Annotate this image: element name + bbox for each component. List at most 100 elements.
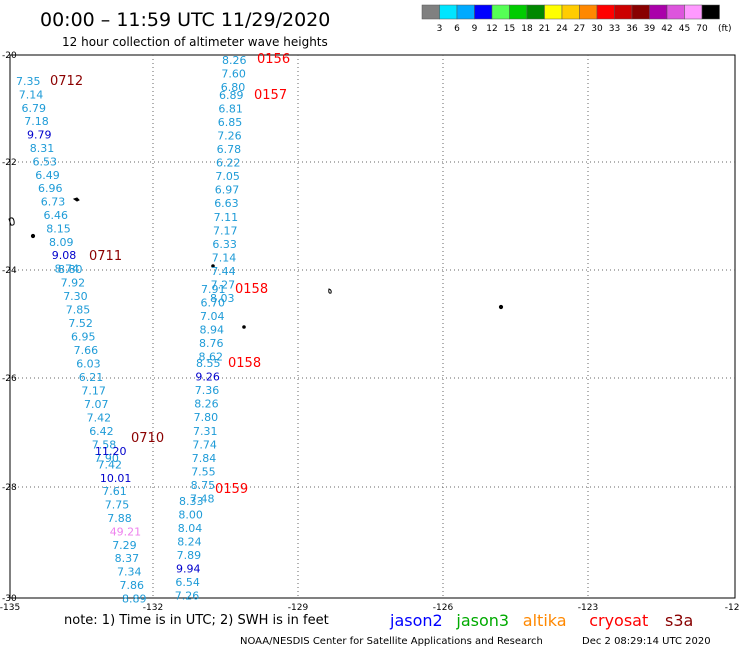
generated-timestamp: Dec 2 08:29:14 UTC 2020 xyxy=(582,636,711,647)
lat-label: -24 xyxy=(2,266,17,276)
wave-height-value: 6.42 xyxy=(89,425,114,438)
wave-height-value: 7.31 xyxy=(193,425,218,438)
wave-height-value: 7.92 xyxy=(61,277,86,290)
track-0710: 11.207.4210.017.617.757.8849.217.298.377… xyxy=(95,431,164,605)
wave-height-value: 6.49 xyxy=(35,169,60,182)
satellite-s3a: s3a xyxy=(665,611,693,630)
wave-height-value: 8.74 xyxy=(55,263,80,276)
wave-height-value: 7.90 xyxy=(94,452,119,465)
wave-height-value: 7.88 xyxy=(107,512,132,525)
legend-swatch xyxy=(614,4,633,20)
track-0159: 8.338.008.048.247.899.946.547.26 0159 xyxy=(175,482,248,603)
wave-height-value: 7.44 xyxy=(211,265,236,278)
legend-swatch xyxy=(631,4,650,20)
credit-text: NOAA/NESDIS Center for Satellite Applica… xyxy=(240,636,543,647)
wave-height-value: 8.09 xyxy=(49,236,74,249)
wave-height-value: 6.81 xyxy=(218,103,243,116)
legend-label: 42 xyxy=(661,24,672,34)
wave-height-value: 6.63 xyxy=(214,197,239,210)
wave-height-value: 7.91 xyxy=(201,283,226,296)
lon-label: -132 xyxy=(143,603,163,613)
legend-label: 30 xyxy=(591,24,603,34)
wave-height-value: 6.73 xyxy=(41,196,66,209)
legend-label: 33 xyxy=(609,24,620,34)
wave-height-value: 7.55 xyxy=(191,465,216,478)
island-marker xyxy=(8,217,15,226)
footer-note: note: 1) Time is in UTC; 2) SWH is in fe… xyxy=(64,613,329,628)
lat-label: -22 xyxy=(2,158,17,168)
legend-label: 36 xyxy=(626,24,638,34)
legend-label: 45 xyxy=(679,24,690,34)
wave-height-value: 9.08 xyxy=(52,249,77,262)
wave-height-value: 8.04 xyxy=(178,522,203,535)
satellite-jason2: jason2 xyxy=(389,611,443,630)
pass-time-label: 0159 xyxy=(215,482,248,497)
wave-height-value: 7.17 xyxy=(81,385,106,398)
lon-label: -120 xyxy=(725,603,740,613)
legend-swatch xyxy=(439,4,458,20)
legend-label: 27 xyxy=(574,24,585,34)
wave-height-value: 6.97 xyxy=(215,184,240,197)
wave-height-value: 7.07 xyxy=(84,398,109,411)
legend-label: 18 xyxy=(521,24,533,34)
lat-label: -28 xyxy=(2,483,17,493)
wave-height-value: 7.80 xyxy=(194,411,219,424)
island-marker xyxy=(72,197,80,202)
wave-height-value: 7.14 xyxy=(212,251,237,264)
track-0158a: 7.916.707.048.948.768.62 0158 xyxy=(199,282,269,364)
wave-height-value: 6.70 xyxy=(201,297,226,310)
wave-height-value: 7.11 xyxy=(214,211,239,224)
wave-height-value: 7.26 xyxy=(175,590,200,603)
legend-swatch xyxy=(491,4,510,20)
legend-label: 6 xyxy=(454,24,460,34)
wave-height-value: 7.30 xyxy=(63,290,87,303)
pass-time-label: 0157 xyxy=(254,88,287,103)
wave-height-value: 7.17 xyxy=(213,224,238,237)
wave-height-value: 7.86 xyxy=(120,579,145,592)
island-marker xyxy=(498,304,504,310)
latitude-labels: -20 -22 -24 -26 -28 -30 xyxy=(2,51,17,604)
legend-swatch xyxy=(684,4,703,20)
wave-height-value: 7.85 xyxy=(66,304,91,317)
legend-swatch xyxy=(666,4,685,20)
wave-height-value: 7.26 xyxy=(217,130,242,143)
longitude-labels: -135 -132 -129 -126 -123 -120 xyxy=(0,603,740,613)
lat-lon-grid xyxy=(10,55,735,598)
wave-height-value: 6.53 xyxy=(33,155,58,168)
wave-height-value: 6.03 xyxy=(76,358,101,371)
legend-label: 15 xyxy=(504,24,515,34)
wave-height-value: 7.52 xyxy=(68,317,93,330)
track-0157: 6.896.816.857.266.786.227.056.976.637.11… xyxy=(210,88,287,305)
wave-height-value: 7.61 xyxy=(102,485,127,498)
wave-height-value: 7.18 xyxy=(24,115,49,128)
wave-height-value: 6.95 xyxy=(71,331,96,344)
wave-height-value: 6.21 xyxy=(79,371,104,384)
wave-height-value: 7.36 xyxy=(195,384,220,397)
lon-label: -129 xyxy=(288,603,309,613)
legend-swatch xyxy=(456,4,475,20)
wave-height-value: 8.00 xyxy=(178,509,203,522)
legend-swatch xyxy=(649,4,668,20)
satellite-altika: altika xyxy=(523,611,567,630)
wave-height-value: 7.35 xyxy=(16,75,41,88)
wave-height-value: 8.75 xyxy=(191,479,216,492)
wave-height-value: 6.80 xyxy=(221,81,246,94)
lat-label: -30 xyxy=(2,594,17,604)
pass-time-label: 0158 xyxy=(228,356,261,371)
wave-height-value: 7.48 xyxy=(190,493,215,506)
wave-height-value: 7.14 xyxy=(19,88,44,101)
legend-swatch xyxy=(509,4,528,20)
wave-height-value: 10.01 xyxy=(100,472,131,485)
wave-height-value: 8.76 xyxy=(199,337,224,350)
pass-time-label: 0158 xyxy=(235,282,268,297)
legend-label: 3 xyxy=(437,24,443,34)
legend-unit: (ft) xyxy=(718,24,732,34)
wave-height-value: 7.75 xyxy=(105,499,130,512)
wave-height-value: 8.94 xyxy=(200,324,225,337)
wave-height-value: 8.89 xyxy=(122,592,147,605)
lon-label: -123 xyxy=(578,603,598,613)
wave-height-value: 8.03 xyxy=(210,292,235,305)
wave-height-value: 6.89 xyxy=(219,89,244,102)
wave-height-value: 8.26 xyxy=(194,398,219,411)
wave-height-value: 6.79 xyxy=(22,102,47,115)
